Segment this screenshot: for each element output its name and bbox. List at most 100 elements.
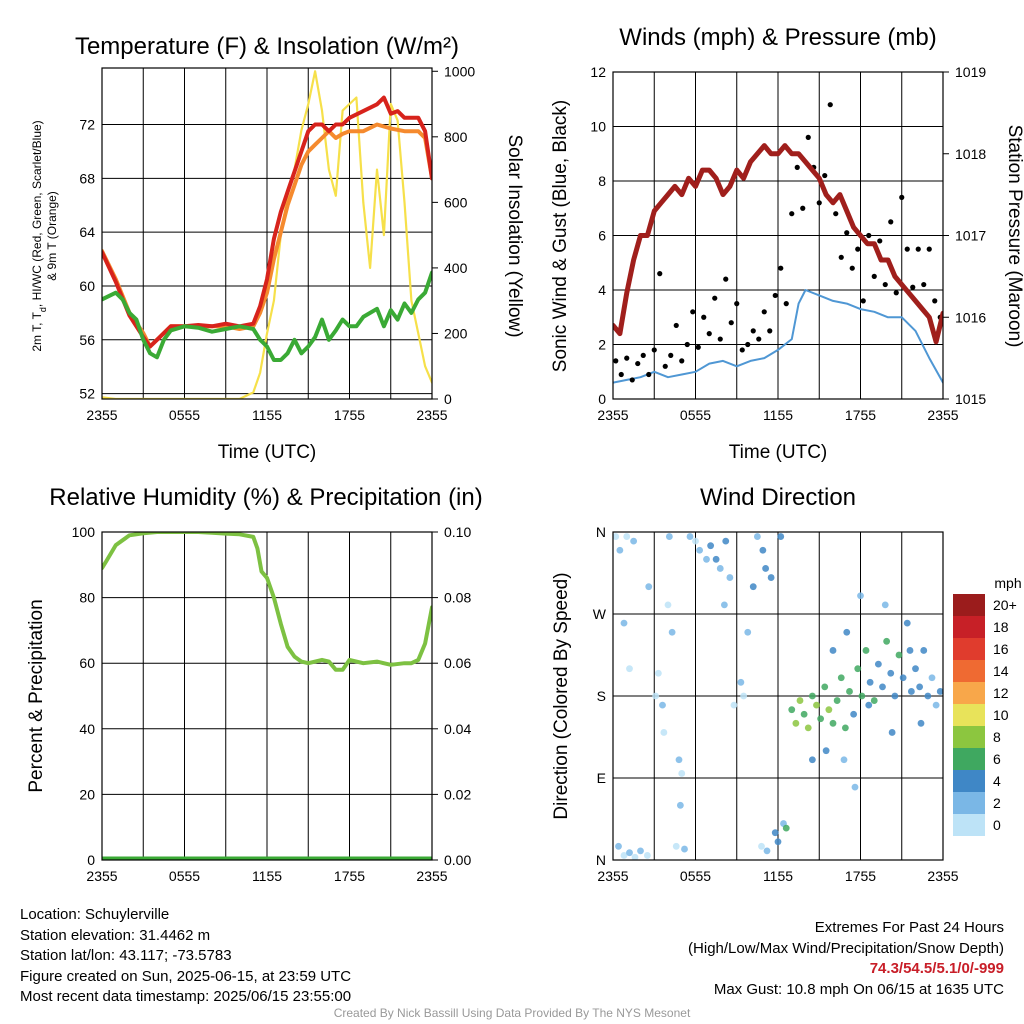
gust-point xyxy=(657,271,663,277)
direction-point xyxy=(870,697,878,704)
y2-tick-label: 1016 xyxy=(955,309,986,325)
direction-point xyxy=(712,555,720,563)
gust-point xyxy=(794,164,800,170)
x-tick-label: 1155 xyxy=(763,868,793,884)
direction-point xyxy=(707,542,715,550)
colorbar-title: mph xyxy=(994,575,1021,591)
y-tick-label: 60 xyxy=(79,278,95,294)
direction-point xyxy=(652,692,660,700)
direction-point xyxy=(888,729,896,736)
colorbar-swatch xyxy=(953,682,985,704)
colorbar-swatch xyxy=(953,660,985,682)
gust-point xyxy=(838,254,844,260)
direction-point xyxy=(906,647,914,654)
direction-point xyxy=(615,842,622,850)
x-tick-label: 1755 xyxy=(334,407,365,423)
y2-tick-label: 0.10 xyxy=(444,524,471,540)
direction-point xyxy=(668,628,676,636)
y-tick-label: 68 xyxy=(79,170,95,186)
direction-point xyxy=(822,747,830,755)
gust-point xyxy=(899,194,905,200)
plot-frame xyxy=(101,67,433,400)
direction-point xyxy=(843,628,851,636)
rh-line xyxy=(102,532,432,672)
colorbar-swatch xyxy=(953,616,985,638)
direction-point xyxy=(821,683,829,691)
wind-xlabel: Time (UTC) xyxy=(729,442,828,463)
y2-tick-label: 0.04 xyxy=(444,721,471,737)
direction-point xyxy=(840,756,848,764)
gust-point xyxy=(882,281,888,288)
gust-point xyxy=(651,347,657,353)
y-tick-label: 80 xyxy=(79,590,95,606)
gust-point xyxy=(789,211,795,217)
x-tick-label: 1755 xyxy=(845,868,876,884)
direction-point xyxy=(758,842,765,850)
gust-point xyxy=(800,205,806,211)
colorbar-label: 10 xyxy=(993,707,1009,723)
direction-point xyxy=(881,601,889,609)
direction-point xyxy=(862,647,870,654)
direction-point xyxy=(659,701,666,709)
y-tick-label: 10 xyxy=(590,119,606,135)
direction-point xyxy=(774,838,782,846)
y2-tick-label: 1015 xyxy=(955,391,986,407)
y-tick-label: 0 xyxy=(598,391,606,407)
gust-point xyxy=(723,276,729,282)
extremes-info: Extremes For Past 24 Hours (High/Low/Max… xyxy=(688,918,1004,1000)
direction-point xyxy=(767,574,775,581)
colorbar-swatch xyxy=(953,792,985,814)
direction-point xyxy=(645,583,653,591)
y-tick-label: 2 xyxy=(598,337,606,353)
colorbar-label: 12 xyxy=(993,685,1009,701)
direction-point xyxy=(865,701,873,709)
direction-point xyxy=(720,601,728,609)
direction-point xyxy=(917,719,925,727)
direction-point xyxy=(817,715,825,723)
x-tick-label: 2355 xyxy=(597,407,628,423)
y-tick-label: 6 xyxy=(598,228,606,244)
direction-point xyxy=(696,546,704,554)
colorbar-swatch xyxy=(953,770,985,792)
gust-point xyxy=(772,292,778,299)
plot-area xyxy=(102,532,432,860)
gust-point xyxy=(756,336,762,342)
y-tick-label: 8 xyxy=(598,173,606,189)
gust-point xyxy=(871,273,877,279)
direction-point xyxy=(833,697,841,704)
gust-point xyxy=(662,363,668,369)
max-gust-text: Max Gust: 10.8 mph On 06/15 at 1635 UTC xyxy=(713,980,1004,998)
direction-point xyxy=(716,565,724,572)
gust-point xyxy=(761,309,767,315)
direction-point xyxy=(672,842,680,850)
gust-point xyxy=(706,331,712,337)
direction-point xyxy=(883,637,891,645)
direction-point xyxy=(903,619,911,627)
gust-point xyxy=(668,352,674,358)
colorbar-label: 4 xyxy=(993,773,1001,789)
wind-line xyxy=(613,289,943,384)
gust-point xyxy=(739,347,745,353)
gust-point xyxy=(673,322,679,329)
insolation-line xyxy=(102,70,432,399)
y-tick-label: E xyxy=(597,770,606,786)
gust-point xyxy=(734,301,740,307)
direction-point xyxy=(916,683,924,691)
colorbar-label: 14 xyxy=(993,663,1009,679)
colorbar-label: 20+ xyxy=(993,597,1017,613)
direction-point xyxy=(777,533,785,540)
gust-point xyxy=(915,246,921,252)
speed-colorbar: mph 20+ 18 16 14 12 10 8 6 4 2 0 xyxy=(953,575,1022,836)
x-tick-label: 2355 xyxy=(927,868,958,884)
t2m-line xyxy=(102,95,432,349)
y2-tick-label: 0.00 xyxy=(444,852,471,868)
temp-title: Temperature (F) & Insolation (W/m²) xyxy=(75,33,459,60)
colorbar-label: 0 xyxy=(993,817,1001,833)
direction-point xyxy=(854,665,862,673)
y2-tick-label: 0.02 xyxy=(444,786,471,802)
gust-point xyxy=(844,230,850,236)
gust-point xyxy=(745,341,751,348)
direction-point xyxy=(928,674,936,682)
direction-point xyxy=(681,845,688,853)
